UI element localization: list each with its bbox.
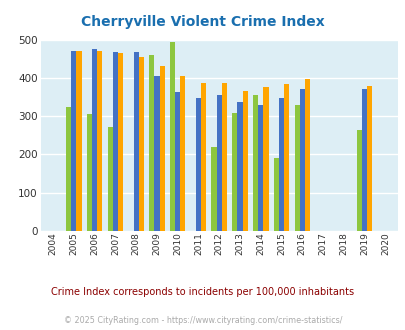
Bar — [71, 51, 76, 231]
Bar — [169, 42, 175, 231]
Bar — [278, 98, 284, 231]
Bar — [139, 57, 144, 231]
Text: Cherryville Violent Crime Index: Cherryville Violent Crime Index — [81, 15, 324, 29]
Bar — [232, 113, 237, 231]
Bar — [284, 84, 289, 231]
Bar — [149, 55, 154, 231]
Bar — [133, 52, 139, 231]
Bar — [107, 127, 113, 231]
Bar — [237, 102, 242, 231]
Bar — [252, 95, 258, 231]
Bar — [175, 92, 180, 231]
Bar — [221, 83, 226, 231]
Text: © 2025 CityRating.com - https://www.cityrating.com/crime-statistics/: © 2025 CityRating.com - https://www.city… — [64, 316, 341, 325]
Bar — [113, 52, 118, 231]
Text: Crime Index corresponds to incidents per 100,000 inhabitants: Crime Index corresponds to incidents per… — [51, 287, 354, 297]
Bar — [159, 66, 164, 231]
Bar — [216, 95, 221, 231]
Bar — [118, 52, 123, 231]
Bar — [242, 91, 247, 231]
Bar — [367, 85, 371, 231]
Bar — [263, 87, 268, 231]
Bar — [154, 76, 159, 231]
Bar — [76, 51, 81, 231]
Bar — [87, 114, 92, 231]
Bar — [304, 79, 309, 231]
Bar — [66, 107, 71, 231]
Bar — [356, 130, 361, 231]
Bar — [294, 105, 299, 231]
Bar — [258, 106, 263, 231]
Bar — [92, 49, 97, 231]
Bar — [211, 147, 216, 231]
Bar — [299, 88, 304, 231]
Bar — [97, 51, 102, 231]
Bar — [361, 88, 367, 231]
Bar — [200, 83, 206, 231]
Bar — [180, 76, 185, 231]
Bar — [273, 158, 278, 231]
Bar — [195, 98, 200, 231]
